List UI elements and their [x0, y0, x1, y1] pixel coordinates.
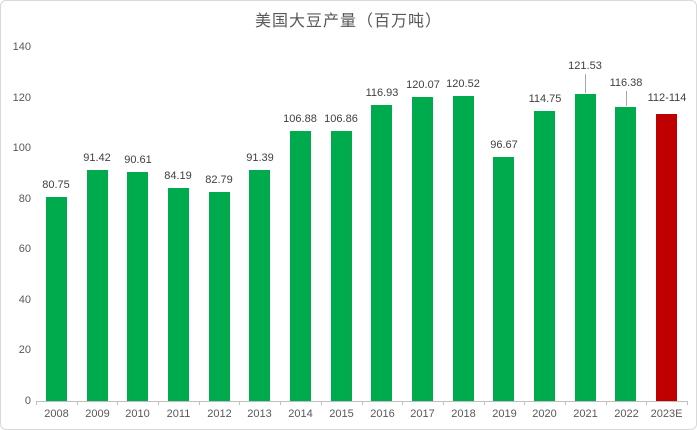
data-label-2020: 114.75 [528, 92, 562, 105]
data-label-2019: 96.67 [490, 138, 518, 151]
x-axis-tick [646, 401, 647, 405]
x-axis-tick [606, 401, 607, 405]
x-axis-tick [687, 401, 688, 405]
data-label-2011: 84.19 [164, 170, 192, 183]
x-axis-category-label-2008: 2008 [44, 408, 69, 420]
bar-2008 [46, 196, 67, 401]
data-label-2008: 80.75 [42, 178, 70, 191]
leader-line-2022 [626, 90, 627, 106]
x-axis-tick [524, 401, 525, 405]
x-axis-tick [36, 401, 37, 405]
x-axis-category-label-2012: 2012 [207, 408, 232, 420]
chart-title: 美国大豆产量（百万吨） [254, 13, 442, 30]
x-axis-category-label-2011: 2011 [166, 408, 191, 420]
data-label-2009: 91.42 [83, 151, 111, 164]
data-label-2014: 106.88 [283, 112, 317, 125]
data-label-2021: 121.53 [568, 59, 602, 72]
x-axis-tick [402, 401, 403, 405]
x-axis-category-label-2020: 2020 [532, 408, 557, 420]
y-axis-tick-label-20: 20 [18, 344, 31, 357]
y-axis-tick-label-140: 140 [12, 41, 31, 53]
data-label-2018: 120.52 [446, 78, 480, 91]
bar-2014 [290, 130, 311, 401]
x-axis-category-label-2014: 2014 [288, 408, 313, 420]
x-axis-category-label-2021: 2021 [573, 408, 598, 420]
y-axis-tick-label-0: 0 [24, 395, 31, 407]
leader-line-2021 [585, 73, 586, 93]
bar-2022 [615, 106, 636, 401]
bar-2017 [412, 97, 433, 401]
x-axis-category-label-2018: 2018 [451, 408, 476, 420]
data-label-2015: 106.86 [324, 112, 358, 125]
data-label-2013: 91.39 [246, 151, 274, 164]
x-axis-tick [117, 401, 118, 405]
x-axis-category-label-2019: 2019 [492, 408, 517, 420]
bar-2021 [575, 93, 596, 401]
x-axis-tick [199, 401, 200, 405]
x-axis-category-label-2023E: 2023E [650, 408, 683, 420]
bar-2016 [371, 105, 392, 401]
data-label-2023E: 112-114 [647, 92, 687, 104]
bar-2018 [453, 96, 474, 401]
x-axis-category-label-2017: 2017 [410, 408, 435, 420]
x-axis-tick [158, 401, 159, 405]
bar-2015 [331, 130, 352, 401]
y-axis-tick-label-100: 100 [12, 142, 31, 155]
x-axis-line [36, 401, 687, 402]
bar-2023E [656, 114, 677, 401]
y-axis-tick-label-80: 80 [18, 192, 31, 205]
data-label-2010: 90.61 [124, 153, 152, 166]
bar-2011 [168, 188, 189, 401]
x-axis-tick [77, 401, 78, 405]
data-label-2017: 120.07 [406, 79, 440, 92]
bar-2013 [249, 169, 270, 401]
x-axis-category-label-2016: 2016 [370, 408, 395, 420]
x-axis-tick [484, 401, 485, 405]
y-axis-tick-label-40: 40 [18, 293, 31, 306]
bar-2010 [127, 171, 148, 401]
bar-2012 [209, 191, 230, 401]
bar-2019 [493, 156, 514, 401]
x-axis-category-label-2015: 2015 [329, 408, 354, 420]
x-axis-category-label-2013: 2013 [247, 408, 272, 420]
y-axis-tick-label-60: 60 [18, 243, 31, 256]
x-axis-category-label-2022: 2022 [614, 408, 639, 420]
x-axis-tick [362, 401, 363, 405]
data-label-2016: 116.93 [365, 87, 399, 100]
x-axis-tick [443, 401, 444, 405]
data-label-2022: 116.38 [609, 76, 643, 89]
bar-2020 [534, 110, 555, 401]
data-label-2012: 82.79 [205, 173, 233, 186]
x-axis-tick [280, 401, 281, 405]
x-axis-tick [239, 401, 240, 405]
x-axis-category-label-2010: 2010 [125, 408, 150, 420]
x-axis-tick [321, 401, 322, 405]
x-axis-tick [565, 401, 566, 405]
x-axis-category-label-2009: 2009 [85, 408, 110, 420]
y-axis-tick-label-120: 120 [12, 91, 31, 104]
bar-2009 [87, 169, 108, 401]
